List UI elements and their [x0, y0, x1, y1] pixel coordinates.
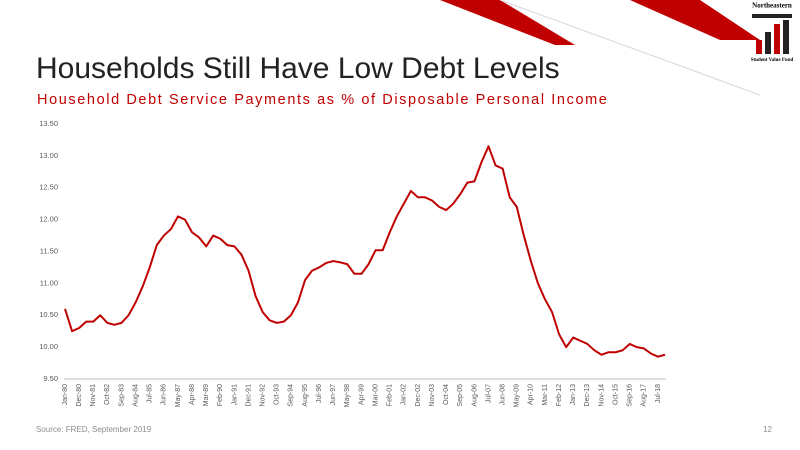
x-tick-label: Feb-12: [556, 384, 563, 406]
y-tick-label: 10.00: [39, 342, 58, 351]
x-tick-label: Apr-10: [528, 384, 535, 405]
x-tick-label: Jun-86: [161, 384, 168, 406]
x-tick-label: Jan-80: [62, 384, 69, 406]
logo-bar: [756, 40, 762, 54]
y-tick-label: 11.50: [40, 246, 58, 255]
x-tick-label: Sep-83: [118, 384, 125, 407]
logo-bar: [783, 20, 789, 54]
x-tick-label: Sep-94: [288, 384, 295, 407]
x-tick-label: Jul-07: [485, 384, 492, 403]
x-tick-label: May-87: [175, 384, 182, 407]
y-tick-label: 12.50: [39, 183, 58, 192]
x-tick-label: Sep-16: [627, 384, 634, 407]
x-tick-label: Feb-90: [217, 384, 224, 406]
x-tick-label: Mar-00: [372, 384, 379, 406]
x-tick-label: Oct-04: [443, 384, 450, 405]
page-number: 12: [763, 425, 772, 434]
x-tick-label: Jan-91: [231, 384, 238, 406]
decor-line: [499, 0, 761, 96]
x-tick-label: Nov-92: [259, 384, 266, 407]
logo-bar: [765, 32, 771, 54]
x-tick-label: May-09: [514, 384, 521, 407]
logo-bar: [752, 14, 792, 18]
x-tick-label: Dec-80: [76, 384, 83, 407]
x-tick-label: Jan-02: [401, 384, 408, 406]
logo-text: Northeastern: [752, 2, 792, 10]
x-tick-label: Nov-03: [429, 384, 436, 407]
y-tick-label: 13.50: [39, 119, 58, 128]
x-tick-label: Dec-02: [415, 384, 422, 407]
x-tick-label: Jul-18: [655, 384, 662, 403]
source: Source: FRED, September 2019: [36, 425, 152, 434]
chart-title: Households Still Have Low Debt Levels: [36, 52, 560, 85]
logo: Northeastern Student Value Fund: [751, 2, 794, 64]
x-tick-label: Nov-81: [90, 384, 97, 407]
x-tick-label: Oct-93: [274, 384, 281, 405]
decor-stripe: [440, 0, 575, 45]
y-tick-label: 11.00: [40, 278, 58, 287]
x-tick-label: Oct-15: [612, 384, 619, 405]
x-tick-label: Dec-13: [584, 384, 591, 407]
y-tick-label: 10.50: [39, 310, 58, 319]
x-tick-label: Sep-05: [457, 384, 464, 407]
x-tick-label: Jul-85: [147, 384, 154, 403]
x-tick-label: Dec-91: [245, 384, 252, 407]
y-tick-label: 12.00: [39, 215, 58, 224]
line-series: [64, 145, 666, 358]
logo-text: Student Value Fund: [751, 58, 794, 63]
x-tick-label: Apr-88: [189, 384, 196, 405]
x-tick-label: Feb-01: [387, 384, 394, 406]
x-tick-label: Jan-13: [570, 384, 577, 406]
x-tick-label: Jun-08: [499, 384, 506, 406]
x-tick-label: Aug-17: [641, 384, 648, 407]
x-tick-label: Jul-96: [316, 384, 323, 403]
x-tick-label: Aug-06: [471, 384, 478, 407]
x-tick-label: Mar-89: [203, 384, 210, 406]
x-tick-label: Aug-84: [132, 384, 139, 407]
x-tick-label: Nov-14: [598, 384, 605, 407]
chart-subtitle: Household Debt Service Payments as % of …: [37, 92, 608, 108]
y-tick-label: 13.00: [39, 151, 58, 160]
x-tick-label: Jun-97: [330, 384, 337, 406]
x-tick-label: Aug-95: [302, 384, 309, 407]
logo-bar: [774, 24, 780, 54]
x-tick-label: Apr-99: [358, 384, 365, 405]
y-tick-label: 9.50: [43, 374, 58, 383]
x-tick-label: Oct-82: [104, 384, 111, 405]
x-tick-label: Mar-11: [542, 384, 549, 406]
decor-stripe: [630, 0, 760, 40]
x-tick-label: May-98: [344, 384, 351, 407]
